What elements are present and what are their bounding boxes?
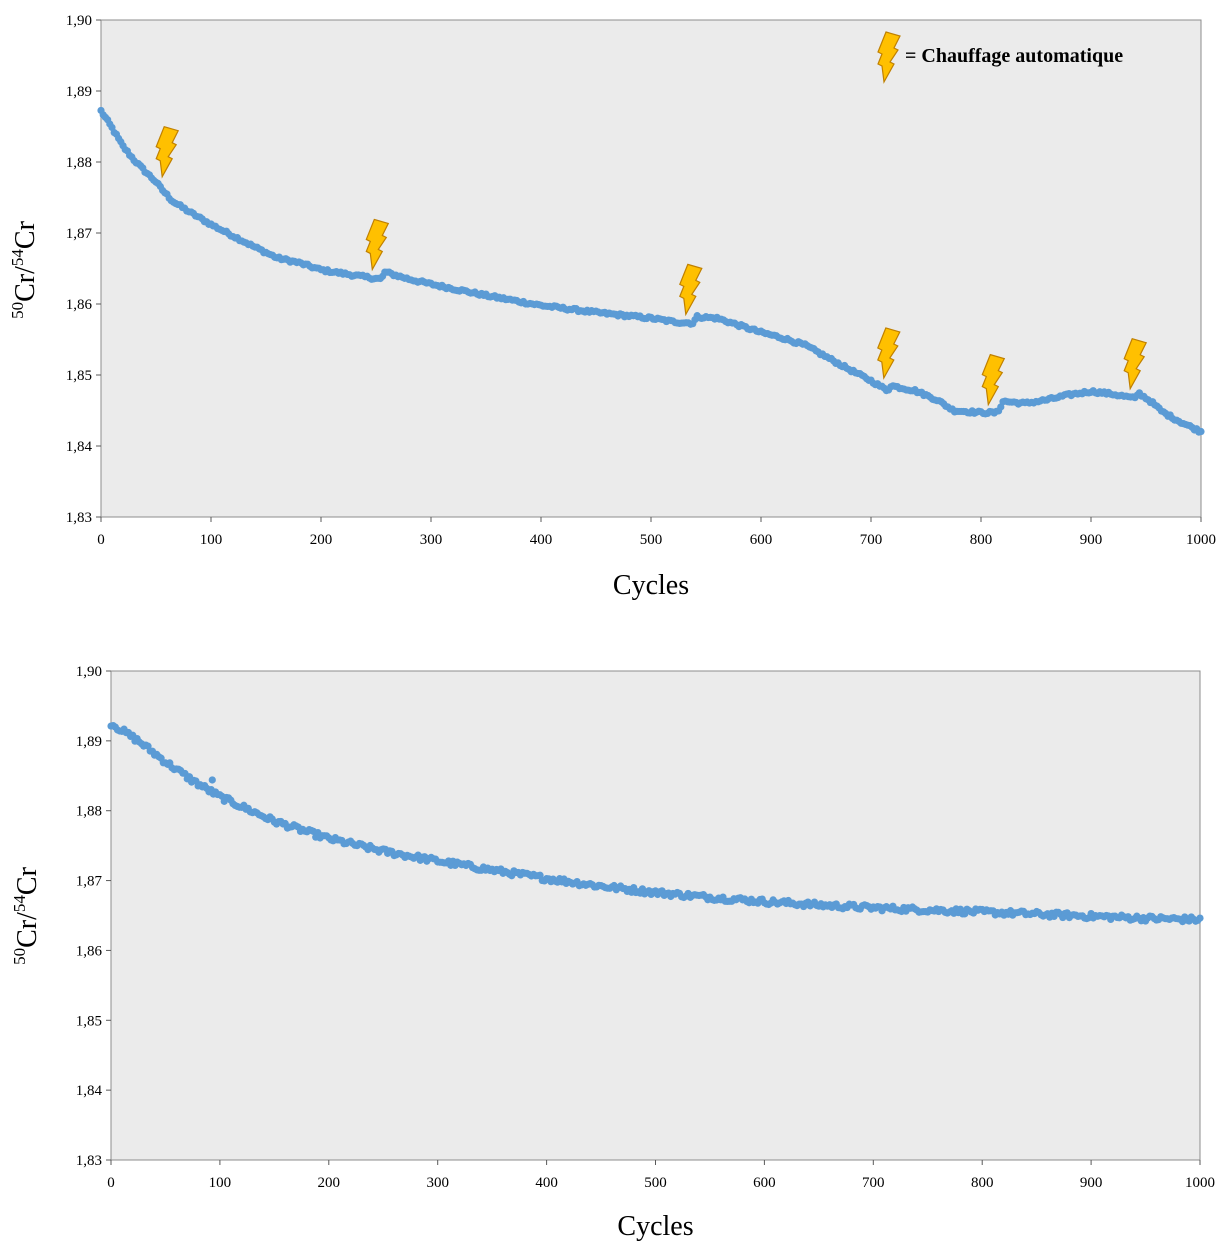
y-axis-title: 50Cr/54Cr bbox=[8, 220, 41, 318]
x-tick-label: 300 bbox=[420, 532, 443, 548]
y-tick-label: 1,83 bbox=[66, 510, 92, 526]
data-point bbox=[1196, 914, 1204, 922]
lightning-bolt-icon bbox=[877, 31, 901, 84]
x-tick-label: 600 bbox=[753, 1175, 776, 1191]
y-tick-label: 1,86 bbox=[76, 943, 103, 959]
y-tick-label: 1,87 bbox=[66, 226, 93, 242]
x-tick-label: 900 bbox=[1080, 532, 1103, 548]
x-tick-label: 200 bbox=[318, 1175, 341, 1191]
x-tick-label: 100 bbox=[209, 1175, 232, 1191]
x-tick-label: 400 bbox=[530, 532, 553, 548]
x-tick-label: 1000 bbox=[1185, 1175, 1215, 1191]
y-tick-label: 1,83 bbox=[76, 1153, 102, 1169]
data-series bbox=[107, 721, 1204, 926]
x-tick-label: 800 bbox=[971, 1175, 994, 1191]
heating-event-bolt-icon bbox=[679, 263, 703, 317]
x-tick-label: 1000 bbox=[1186, 532, 1216, 548]
heating-event-bolt-icon bbox=[981, 353, 1006, 407]
x-tick-label: 200 bbox=[310, 532, 333, 548]
x-tick-label: 700 bbox=[862, 1175, 885, 1191]
y-tick-label: 1,86 bbox=[66, 297, 93, 313]
x-tick-label: 400 bbox=[535, 1175, 558, 1191]
x-axis-title: Cycles bbox=[613, 570, 689, 601]
legend: = Chauffage automatique bbox=[877, 31, 1123, 84]
x-axis-title: Cycles bbox=[617, 1211, 693, 1242]
data-point bbox=[1197, 427, 1205, 436]
x-tick-label: 300 bbox=[426, 1175, 449, 1191]
heating-event-bolt-icon bbox=[1123, 338, 1148, 391]
y-tick-label: 1,90 bbox=[76, 664, 102, 680]
y-tick-label: 1,84 bbox=[76, 1083, 103, 1099]
x-tick-label: 700 bbox=[860, 532, 883, 548]
chart-top: 1,83 1,84 1,85 1,86 1,87 1,88 1,89 1,90 0 100 200 3… bbox=[8, 13, 1216, 601]
chart-bottom: 1,83 1,84 1,85 1,86 1,87 1,88 1,89 1,90 0 100 200 3… bbox=[10, 664, 1215, 1242]
y-tick-label: 1,90 bbox=[66, 13, 92, 29]
legend-label: = Chauffage automatique bbox=[905, 45, 1123, 67]
y-tick-label: 1,85 bbox=[66, 368, 92, 384]
y-tick-label: 1,89 bbox=[66, 84, 92, 100]
data-series bbox=[97, 106, 1205, 436]
x-tick-label: 100 bbox=[200, 532, 223, 548]
outlier-point bbox=[208, 776, 216, 784]
y-tick-label: 1,88 bbox=[66, 155, 92, 171]
heating-event-bolt-icon bbox=[365, 218, 390, 272]
x-tick-label: 600 bbox=[750, 532, 773, 548]
x-tick-label: 500 bbox=[640, 532, 663, 548]
x-tick-label: 800 bbox=[970, 532, 993, 548]
y-tick-label: 1,87 bbox=[76, 874, 103, 890]
x-tick-label: 0 bbox=[107, 1175, 115, 1191]
x-tick-label: 500 bbox=[644, 1175, 667, 1191]
y-tick-label: 1,88 bbox=[76, 804, 102, 820]
x-tick-label: 0 bbox=[97, 532, 105, 548]
y-tick-label: 1,89 bbox=[76, 734, 102, 750]
y-tick-label: 1,84 bbox=[66, 439, 93, 455]
heating-event-bolt-icon bbox=[877, 327, 901, 380]
x-tick-label: 900 bbox=[1080, 1175, 1103, 1191]
heating-event-bolt-icon bbox=[155, 125, 180, 179]
y-axis-title: 50Cr/54Cr bbox=[10, 866, 43, 964]
y-tick-label: 1,85 bbox=[76, 1013, 102, 1029]
plot-area bbox=[100, 19, 1202, 518]
